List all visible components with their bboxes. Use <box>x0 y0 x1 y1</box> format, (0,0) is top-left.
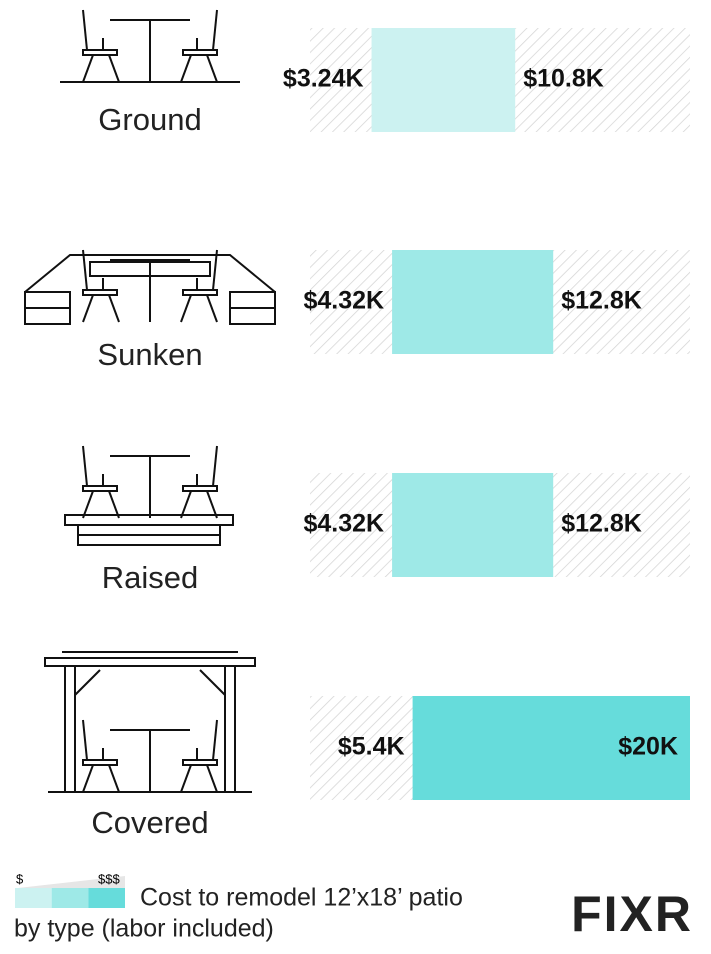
bar <box>392 250 554 354</box>
legend: $ $$$ Cost to remodel 12’x18’ patio by t… <box>14 871 463 942</box>
icon-raised <box>64 446 234 546</box>
legend-low: $ <box>16 871 24 886</box>
high-label: $20K <box>618 733 678 761</box>
category-label: Covered <box>91 805 208 840</box>
legend-high: $$$ <box>98 871 120 886</box>
legend-swatch <box>15 888 52 908</box>
caption: by type (labor included) <box>14 915 274 943</box>
bar <box>371 28 516 132</box>
legend-swatch <box>88 888 125 908</box>
category-label: Raised <box>102 560 199 595</box>
high-label: $12.8K <box>561 287 642 315</box>
category-label: Ground <box>98 102 201 137</box>
category-label: Sunken <box>97 337 202 372</box>
low-label: $5.4K <box>338 733 405 761</box>
logo: FIXR <box>571 886 693 942</box>
high-label: $10.8K <box>523 65 604 93</box>
caption: Cost to remodel 12’x18’ patio <box>140 884 463 912</box>
icon-ground <box>60 10 240 83</box>
legend-swatch <box>51 888 89 908</box>
high-label: $12.8K <box>561 510 642 538</box>
low-label: $3.24K <box>283 65 364 93</box>
bar <box>392 473 554 577</box>
legend-wedge <box>18 876 125 888</box>
low-label: $4.32K <box>303 510 384 538</box>
icon-covered <box>44 651 256 793</box>
icon-sunken <box>24 250 276 325</box>
low-label: $4.32K <box>303 287 384 315</box>
bar <box>412 696 690 800</box>
